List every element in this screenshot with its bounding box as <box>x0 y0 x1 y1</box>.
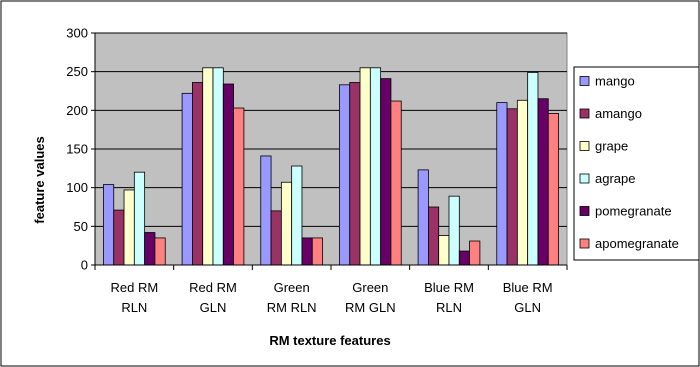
x-tick-label: Red RM <box>110 280 158 295</box>
bar-apomegranate <box>390 100 402 266</box>
bar-agrape <box>369 67 382 266</box>
bar-grape <box>516 99 529 266</box>
y-tick-label: 100 <box>66 180 88 195</box>
bar-amango <box>113 209 125 266</box>
y-tick-label: 300 <box>66 26 88 41</box>
bar-grape <box>359 67 371 266</box>
bar-apomegranate <box>154 237 166 266</box>
bar-amango <box>349 82 361 266</box>
x-tick-label: Blue RM <box>424 280 474 295</box>
legend-label-grape: grape <box>595 139 628 154</box>
legend-label-amango: amango <box>595 106 642 121</box>
legend: mango amango grape agrape pomegranate apomegr… <box>573 66 700 261</box>
bar-grape <box>123 189 135 266</box>
bar-mango <box>260 155 272 266</box>
legend-swatch-amango <box>579 108 590 119</box>
y-tick-label: 200 <box>66 103 88 118</box>
bar-agrape <box>212 67 224 266</box>
legend-label-pomegranate: pomegranate <box>595 204 672 219</box>
bar-grape <box>438 235 450 266</box>
bar-agrape <box>448 195 460 266</box>
legend-label-mango: mango <box>595 74 635 89</box>
x-tick-label: Green <box>274 280 310 295</box>
bar-grape <box>280 181 293 266</box>
bar-pomegranate <box>458 250 470 266</box>
bar-pomegranate <box>537 98 549 266</box>
legend-label-apomegranate: apomegranate <box>595 236 679 251</box>
legend-swatch-grape <box>579 141 590 151</box>
y-tick-label: 250 <box>66 64 88 79</box>
y-tick-label: 0 <box>81 258 88 273</box>
x-axis-title: RM texture features <box>269 333 390 348</box>
x-tick-label: RM RLN <box>267 300 317 315</box>
legend-swatch-mango <box>579 76 590 86</box>
bar-agrape <box>133 171 146 266</box>
axes <box>91 32 568 270</box>
x-tick-label: Red RM <box>189 280 237 295</box>
legend-box <box>573 66 700 261</box>
bar-apomegranate <box>233 107 245 266</box>
bar-grape <box>202 67 214 266</box>
bar-apomegranate <box>469 240 481 266</box>
legend-swatch-pomegranate <box>579 206 590 216</box>
bar-apomegranate <box>547 113 559 266</box>
x-tick-label: Blue RM <box>503 280 553 295</box>
y-tick-label: 150 <box>66 142 88 157</box>
y-axis-title: feature values <box>32 136 47 223</box>
bar-amango <box>270 210 282 266</box>
x-tick-labels: Red RM RLN Red RM GLN Green RM RLN Green RM GLN… <box>110 280 552 315</box>
x-tick-label: GLN <box>514 300 541 315</box>
bar-mango <box>103 184 115 266</box>
bar-pomegranate <box>380 78 392 266</box>
bar-amango <box>427 206 440 266</box>
legend-swatch-apomegranate <box>579 238 590 249</box>
bar-mango <box>417 169 429 266</box>
bar-pomegranate <box>301 237 313 266</box>
x-tick-label: RLN <box>121 300 147 315</box>
bar-amango <box>506 108 518 266</box>
bar-apomegranate <box>311 237 323 266</box>
y-tick-labels: 0 50 100 150 200 250 300 <box>66 26 88 273</box>
bar-agrape <box>291 165 303 266</box>
bar-mango <box>496 102 508 266</box>
y-tick-label: 50 <box>74 219 88 234</box>
x-tick-label: RLN <box>436 300 462 315</box>
bar-amango <box>191 82 204 266</box>
bar-agrape <box>527 72 539 266</box>
bar-mango <box>339 84 351 266</box>
x-tick-label: RM GLN <box>345 300 396 315</box>
x-tick-label: GLN <box>200 300 227 315</box>
x-tick-label: Green <box>352 280 388 295</box>
bar-pomegranate <box>144 232 156 266</box>
legend-swatch-agrape <box>579 173 590 184</box>
bar-mango <box>181 92 193 266</box>
bar-pomegranate <box>222 83 235 266</box>
legend-label-agrape: agrape <box>595 171 635 186</box>
gridlines <box>95 32 567 227</box>
